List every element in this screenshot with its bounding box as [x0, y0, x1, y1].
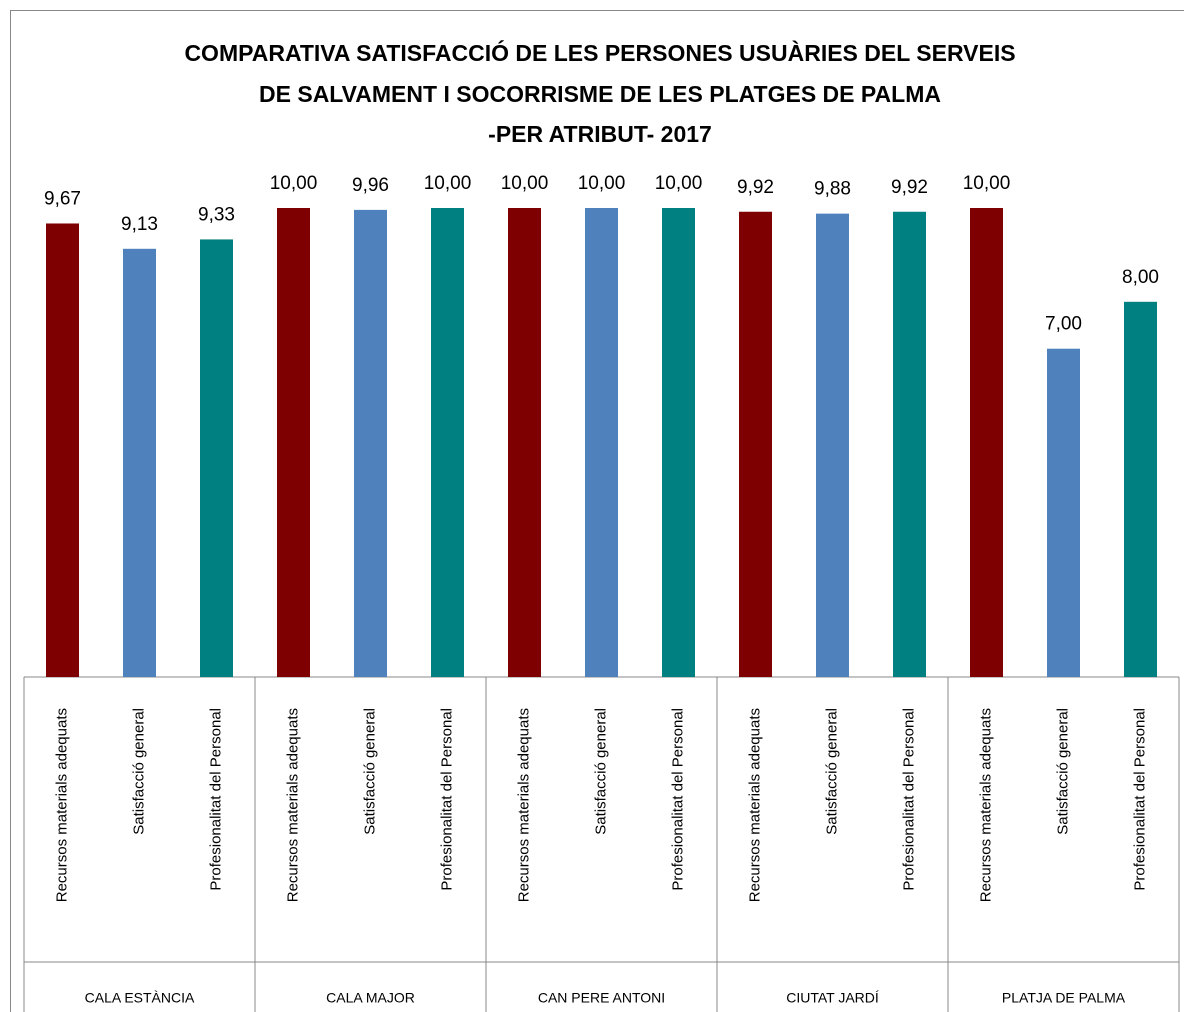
- x-tick-label: Satisfacció general: [1054, 708, 1071, 835]
- value-label: 9,67: [44, 188, 81, 209]
- bar: [277, 208, 310, 677]
- x-tick-label: Recursos materials adequats: [53, 708, 70, 902]
- x-tick-label: Satisfacció general: [130, 708, 147, 835]
- x-tick-label: Profesionalitat del Personal: [669, 708, 686, 891]
- x-tick-label: Satisfacció general: [592, 708, 609, 835]
- group-label: CALA MAJOR: [326, 990, 415, 1006]
- bar: [893, 211, 926, 677]
- x-tick-label: Profesionalitat del Personal: [438, 708, 455, 891]
- bar: [585, 208, 618, 677]
- value-label: 10,00: [578, 173, 626, 194]
- x-tick-label: Recursos materials adequats: [746, 708, 763, 902]
- bar: [200, 239, 233, 677]
- bar: [431, 208, 464, 677]
- value-label: 7,00: [1045, 314, 1082, 335]
- bar: [662, 208, 695, 677]
- x-tick-label: Satisfacció general: [823, 708, 840, 835]
- bar: [508, 208, 541, 677]
- group-label: CALA ESTÀNCIA: [85, 990, 195, 1006]
- value-label: 10,00: [424, 173, 472, 194]
- value-label: 9,92: [737, 177, 774, 198]
- bar: [816, 213, 849, 678]
- value-label: 10,00: [963, 173, 1011, 194]
- bar: [123, 248, 156, 678]
- value-label: 9,92: [891, 177, 928, 198]
- x-tick-label: Profesionalitat del Personal: [1131, 708, 1148, 891]
- x-tick-label: Profesionalitat del Personal: [207, 708, 224, 891]
- bar: [1047, 348, 1080, 677]
- bar: [1124, 301, 1157, 677]
- group-label: CAN PERE ANTONI: [538, 990, 665, 1006]
- chart-title: -PER ATRIBUT- 2017: [488, 121, 712, 147]
- value-label: 10,00: [655, 173, 703, 194]
- x-tick-label: Recursos materials adequats: [977, 708, 994, 902]
- bar: [354, 209, 387, 677]
- value-label: 9,33: [198, 204, 235, 225]
- bar: [739, 211, 772, 677]
- x-tick-label: Recursos materials adequats: [515, 708, 532, 902]
- x-tick-label: Satisfacció general: [361, 708, 378, 835]
- chart-title: COMPARATIVA SATISFACCIÓ DE LES PERSONES …: [184, 39, 1015, 66]
- x-tick-label: Profesionalitat del Personal: [900, 708, 917, 891]
- x-tick-label: Recursos materials adequats: [284, 708, 301, 902]
- bar: [46, 223, 79, 678]
- value-label: 9,96: [352, 175, 389, 196]
- group-label: CIUTAT JARDÍ: [786, 990, 879, 1006]
- group-label: PLATJA DE PALMA: [1002, 990, 1126, 1006]
- bar: [970, 208, 1003, 677]
- value-label: 10,00: [501, 173, 549, 194]
- value-label: 9,88: [814, 179, 851, 200]
- chart-title: DE SALVAMENT I SOCORRISME DE LES PLATGES…: [259, 81, 941, 107]
- value-label: 10,00: [270, 173, 318, 194]
- value-label: 8,00: [1122, 267, 1159, 288]
- value-label: 9,13: [121, 214, 158, 235]
